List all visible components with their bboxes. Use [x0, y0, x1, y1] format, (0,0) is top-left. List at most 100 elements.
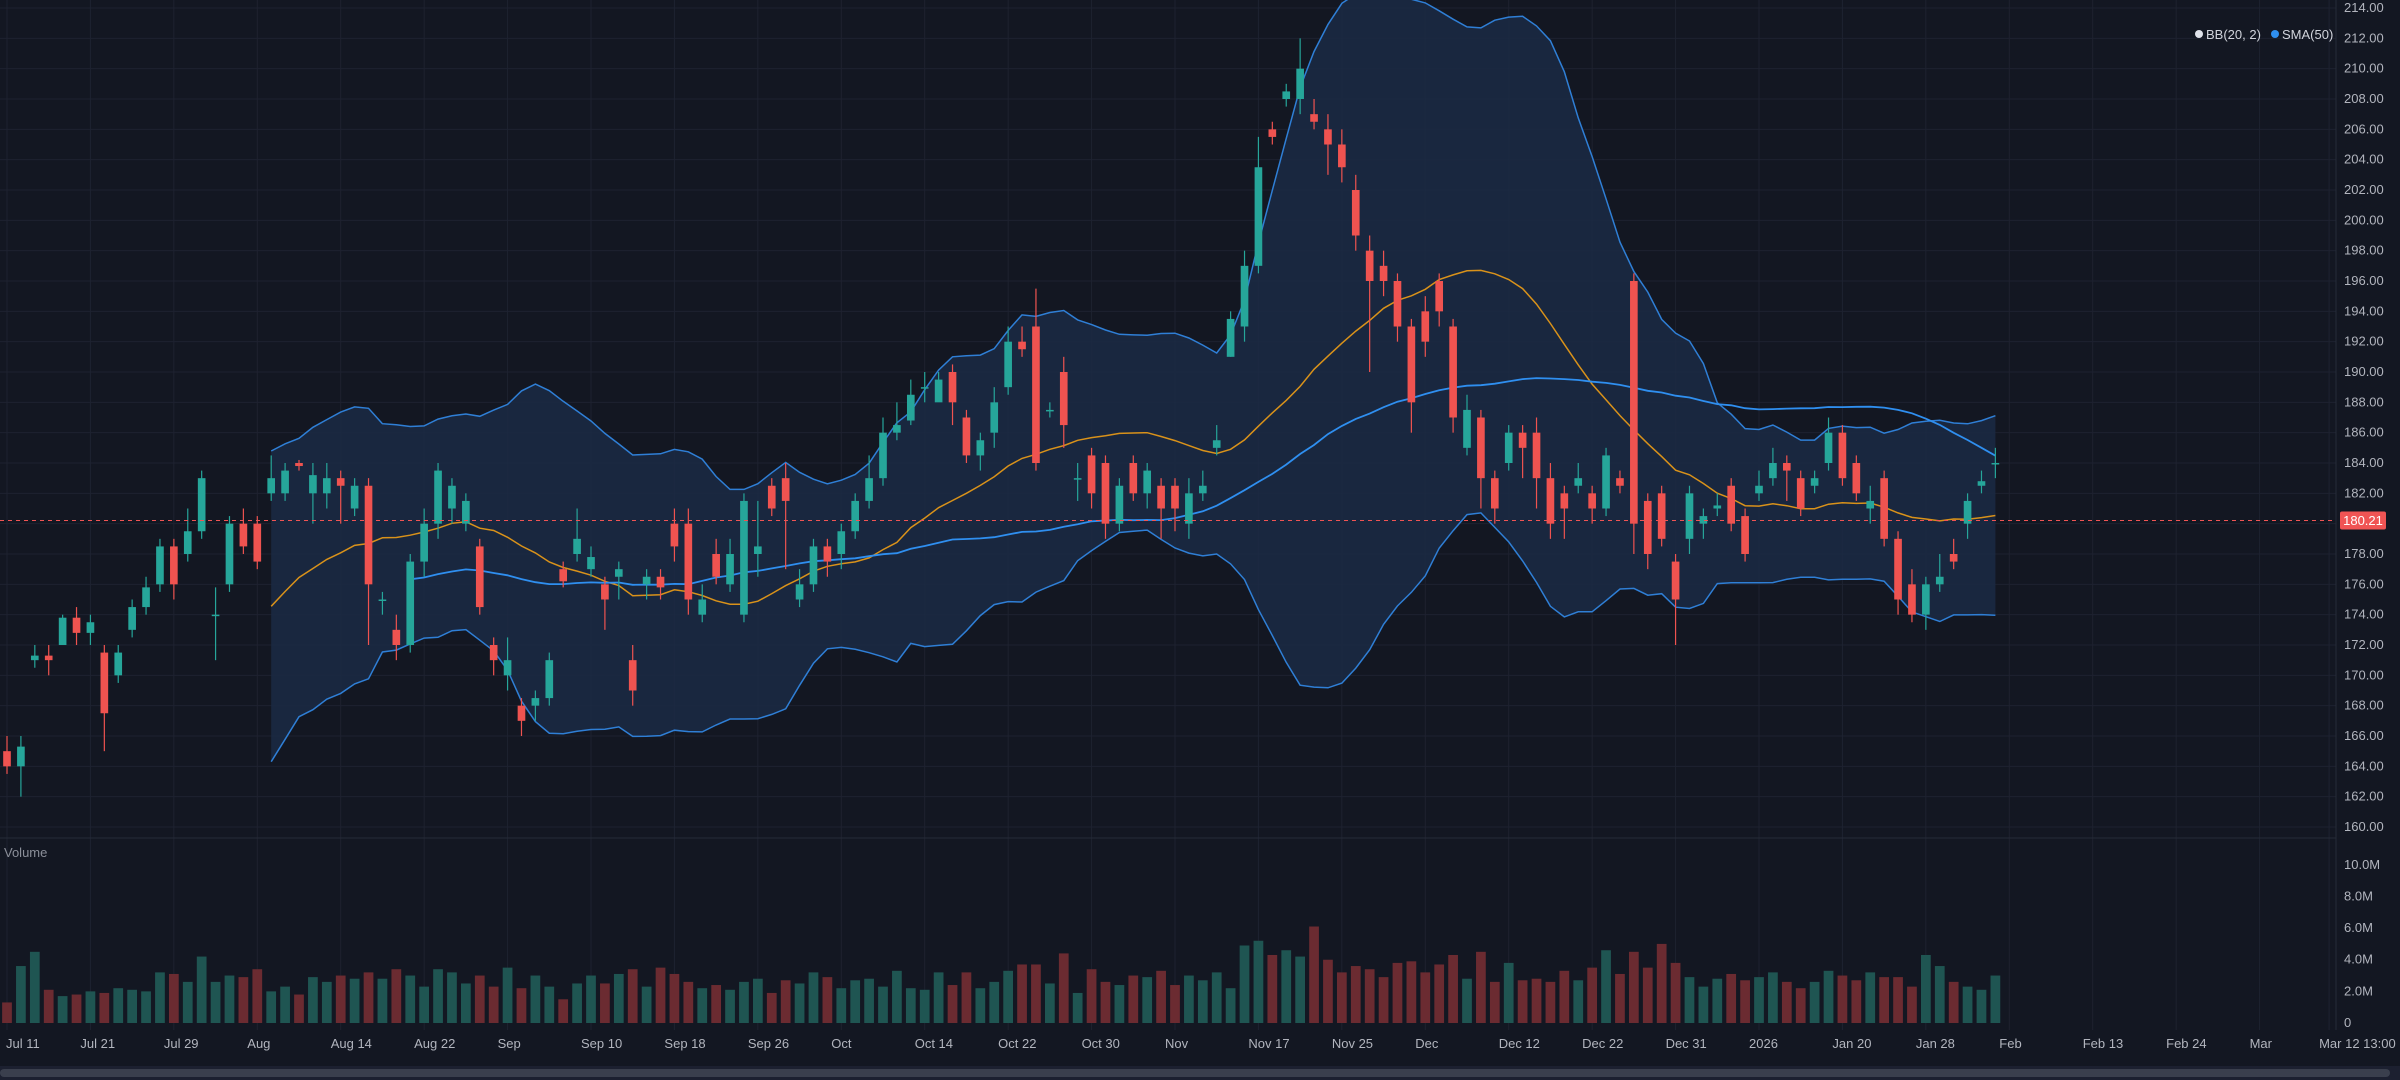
- volume-bar: [1378, 977, 1389, 1023]
- volume-bar: [1142, 977, 1153, 1023]
- candle-body: [809, 546, 818, 585]
- candle-body: [1115, 485, 1124, 524]
- volume-bar: [780, 980, 791, 1023]
- volume-bar: [1267, 954, 1278, 1023]
- candle: [3, 736, 11, 774]
- time-tick-label: Feb 24: [2166, 1036, 2206, 1051]
- candle: [962, 409, 971, 463]
- candle-body: [754, 546, 762, 554]
- candle: [448, 478, 456, 524]
- candle: [1922, 576, 1930, 630]
- candle-body: [1922, 584, 1930, 615]
- candle-body: [1087, 455, 1096, 494]
- volume-axis[interactable]: 10.0M 8.0M 6.0M 4.0M 2.0M 0: [2344, 857, 2380, 1030]
- candle: [1880, 470, 1888, 547]
- candle-body: [1769, 463, 1777, 479]
- candle-body: [976, 440, 985, 456]
- candle: [1935, 554, 1944, 592]
- candle-body: [253, 523, 262, 562]
- volume-bar: [1531, 978, 1542, 1023]
- volume-bar: [1239, 945, 1250, 1023]
- price-tick-label: 184.00: [2344, 455, 2384, 470]
- candle-body: [475, 546, 484, 608]
- price-tick-label: 162.00: [2344, 789, 2384, 804]
- volume-bar: [1698, 986, 1709, 1023]
- volume-bar: [155, 972, 165, 1023]
- candle-body: [1143, 470, 1152, 494]
- candle: [879, 417, 887, 486]
- volume-bar: [1781, 981, 1792, 1023]
- candle-body: [350, 485, 359, 509]
- candle-body: [1796, 478, 1805, 509]
- volume-bar: [85, 991, 96, 1023]
- volume-bar: [1879, 977, 1890, 1023]
- candle-body: [656, 576, 665, 588]
- volume-bar: [224, 975, 235, 1023]
- bollinger-lower-line: [270, 512, 1996, 763]
- candle: [976, 432, 985, 471]
- candle-body: [142, 587, 150, 608]
- volume-bar: [1100, 981, 1111, 1023]
- time-tick-label: Dec 31: [1666, 1036, 1707, 1051]
- volume-bar: [1768, 972, 1778, 1023]
- volume-bar: [43, 989, 54, 1023]
- price-tick-label: 166.00: [2344, 728, 2384, 743]
- bb-legend-label[interactable]: BB(20, 2): [2206, 27, 2261, 42]
- volume-bar: [474, 975, 485, 1023]
- candle-body: [1393, 281, 1402, 327]
- candle-body: [1296, 68, 1304, 99]
- candle-body: [1504, 432, 1513, 463]
- candle: [1643, 493, 1652, 570]
- volume-bar: [1517, 980, 1528, 1023]
- volume-bar: [1434, 964, 1445, 1023]
- bollinger-middle-line: [270, 269, 1996, 607]
- price-tick-label: 186.00: [2344, 425, 2384, 440]
- candle: [350, 478, 359, 517]
- volume-bar: [1031, 964, 1041, 1023]
- candle: [1157, 478, 1165, 539]
- candle: [906, 379, 915, 426]
- volume-tick-label: 0: [2344, 1015, 2351, 1030]
- time-axis[interactable]: Jul 11 Jul 21 Jul 29 Aug Aug 14 Aug 22 Sep Sep …: [6, 1036, 2396, 1051]
- candle-body: [531, 698, 540, 706]
- price-tick-label: 210.00: [2344, 61, 2384, 76]
- candle-body: [1824, 432, 1833, 463]
- indicator-legend[interactable]: BB(20, 2) SMA(50): [2195, 27, 2333, 42]
- candle-body: [364, 485, 373, 585]
- volume-bar: [210, 981, 221, 1023]
- price-tick-label: 196.00: [2344, 273, 2384, 288]
- price-axis[interactable]: 214.00 212.00 210.00 208.00 206.00 204.00 202.…: [2344, 0, 2384, 834]
- candle: [239, 508, 248, 554]
- volume-bar: [1656, 943, 1667, 1023]
- volume-bar: [460, 983, 471, 1023]
- candle: [1963, 493, 1972, 539]
- candle-body: [100, 652, 109, 714]
- candle: [462, 493, 470, 532]
- candle: [698, 584, 707, 623]
- volume-bar: [1976, 989, 1987, 1023]
- candle-body: [851, 500, 860, 532]
- time-scrollbar[interactable]: [0, 1066, 2400, 1080]
- candle-body: [1171, 485, 1179, 509]
- candle: [1268, 121, 1277, 145]
- candle: [1602, 447, 1610, 517]
- candle: [531, 690, 540, 721]
- scrollbar-thumb[interactable]: [0, 1069, 2390, 1077]
- price-tick-label: 208.00: [2344, 91, 2384, 106]
- candle: [1894, 531, 1902, 615]
- last-price-tag: 180.21: [2340, 511, 2386, 530]
- volume-bar: [613, 973, 624, 1023]
- candle: [197, 470, 206, 539]
- candle-body: [1657, 493, 1666, 539]
- volume-bar: [1406, 961, 1417, 1023]
- volume-bar: [1476, 951, 1486, 1023]
- candle: [44, 645, 53, 676]
- candle: [1671, 554, 1680, 645]
- volume-bar: [516, 988, 527, 1023]
- sma-legend-label[interactable]: SMA(50): [2282, 27, 2333, 42]
- candle: [17, 736, 25, 797]
- volume-bar: [989, 981, 1000, 1023]
- candle-body: [225, 523, 234, 585]
- candle-body: [934, 379, 943, 403]
